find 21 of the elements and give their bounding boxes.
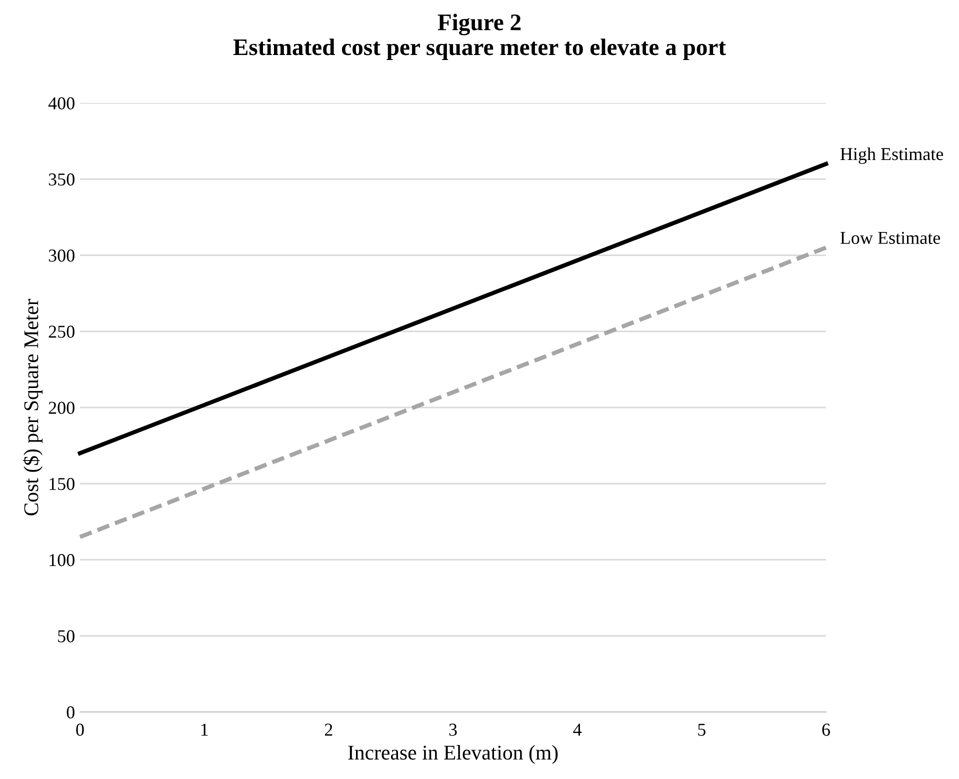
x-tick-label: 2 <box>324 724 332 736</box>
y-tick-label: 300 <box>48 250 74 262</box>
x-tick-label: 1 <box>201 724 208 736</box>
y-tick-label: 400 <box>48 97 74 110</box>
y-tick-label: 50 <box>58 630 74 642</box>
y-tick-label: 150 <box>50 478 74 490</box>
y-tick-label: 100 <box>50 554 74 566</box>
y-tick-label: 250 <box>48 326 74 338</box>
x-axis-title: Increase in Elevation (m) <box>348 745 558 764</box>
x-tick-label: 5 <box>698 724 706 736</box>
x-tick-label: 6 <box>822 724 830 736</box>
x-tick-label: 0 <box>76 724 84 736</box>
x-tick-label: 4 <box>573 724 582 736</box>
series-label: High Estimate <box>840 147 944 164</box>
series-label: Low Estimate <box>840 232 940 244</box>
x-tick-label: 3 <box>449 724 457 736</box>
y-tick-label: 350 <box>48 173 74 186</box>
y-axis-title: Cost ($) per Square Meter <box>22 298 42 516</box>
y-tick-label: 0 <box>66 706 74 718</box>
chart-title: Figure 2 Estimated cost per square meter to elevate a port <box>233 14 726 60</box>
y-tick-label: 200 <box>48 402 74 414</box>
